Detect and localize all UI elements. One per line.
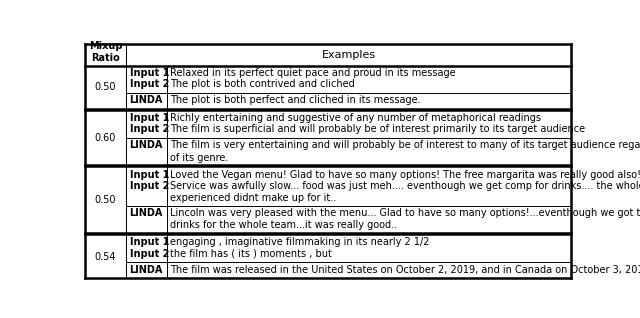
Text: Service was awfully slow... food was just meh.... eventhough we get comp for dri: Service was awfully slow... food was jus… (170, 181, 640, 203)
Text: Loved the Vegan menu! Glad to have so many options! The free margarita was reall: Loved the Vegan menu! Glad to have so ma… (170, 169, 640, 180)
Text: Input 2: Input 2 (129, 80, 169, 89)
Text: Input 2: Input 2 (129, 181, 169, 191)
Text: 0.50: 0.50 (95, 195, 116, 205)
Text: The film is very entertaining and will probably be of interest to many of its ta: The film is very entertaining and will p… (170, 140, 640, 163)
Text: The film was released in the United States on October 2, 2019, and in Canada on : The film was released in the United Stat… (170, 265, 640, 274)
Text: 0.54: 0.54 (95, 252, 116, 262)
Text: Relaxed in its perfect quiet pace and proud in its message: Relaxed in its perfect quiet pace and pr… (170, 68, 456, 78)
Text: the film has ( its ) moments , but: the film has ( its ) moments , but (170, 249, 332, 259)
Text: Input 1: Input 1 (129, 68, 169, 78)
Text: LINDA: LINDA (129, 265, 163, 274)
Text: Input 2: Input 2 (129, 249, 169, 259)
Text: Mixup
Ratio: Mixup Ratio (89, 41, 122, 63)
Text: The plot is both perfect and cliched in its message.: The plot is both perfect and cliched in … (170, 95, 421, 105)
Text: Richly entertaining and suggestive of any number of metaphorical readings: Richly entertaining and suggestive of an… (170, 113, 541, 123)
Text: Input 1: Input 1 (129, 169, 169, 180)
Text: Input 1: Input 1 (129, 238, 169, 247)
Text: LINDA: LINDA (129, 95, 163, 105)
Text: engaging , imaginative filmmaking in its nearly 2 1/2: engaging , imaginative filmmaking in its… (170, 238, 430, 247)
Text: LINDA: LINDA (129, 140, 163, 150)
Text: The film is superficial and will probably be of interest primarily to its target: The film is superficial and will probabl… (170, 124, 586, 135)
Text: Input 2: Input 2 (129, 124, 169, 135)
Text: 0.50: 0.50 (95, 82, 116, 92)
Text: Lincoln was very pleased with the menu... Glad to have so many options!...eventh: Lincoln was very pleased with the menu..… (170, 208, 640, 231)
Text: 0.60: 0.60 (95, 133, 116, 143)
Text: The plot is both contrived and cliched: The plot is both contrived and cliched (170, 80, 355, 89)
Text: Input 1: Input 1 (129, 113, 169, 123)
Text: LINDA: LINDA (129, 208, 163, 218)
Text: Examples: Examples (321, 50, 376, 60)
